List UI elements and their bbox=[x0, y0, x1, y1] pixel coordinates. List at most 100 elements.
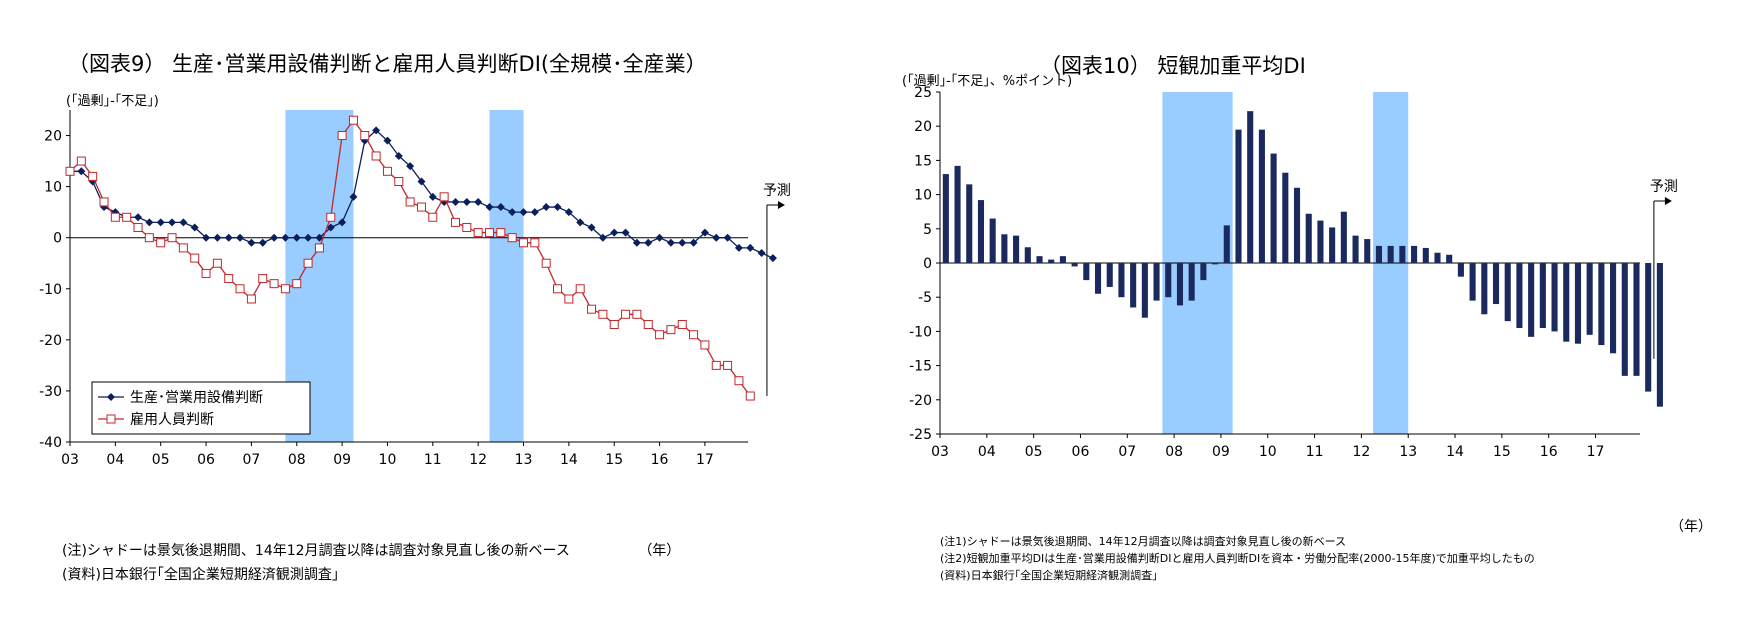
left-x-tick-label: 07 bbox=[242, 452, 260, 468]
left-point-1 bbox=[689, 238, 698, 247]
right-x-tick-label: 03 bbox=[931, 444, 949, 460]
left-point-1 bbox=[462, 197, 471, 206]
left-y-tick-label: 0 bbox=[53, 231, 62, 247]
left-point-2 bbox=[224, 274, 234, 284]
left-x-tick-label: 04 bbox=[106, 452, 124, 468]
left-point-1 bbox=[179, 218, 188, 227]
right-bar bbox=[1188, 263, 1195, 301]
left-point-2 bbox=[677, 320, 687, 330]
left-point-2 bbox=[190, 253, 200, 263]
left-y-tick-label: 20 bbox=[44, 129, 62, 145]
left-legend-label-2: 雇用人員判断 bbox=[130, 411, 214, 428]
left-point-1 bbox=[542, 203, 551, 212]
left-point-2 bbox=[745, 391, 755, 401]
legend-diamond-icon bbox=[107, 393, 115, 401]
left-point-2 bbox=[99, 197, 109, 207]
left-x-tick-label: 03 bbox=[61, 452, 79, 468]
right-bar bbox=[1446, 254, 1453, 263]
left-point-2 bbox=[382, 166, 392, 176]
right-bar bbox=[1083, 263, 1090, 281]
left-point-2 bbox=[587, 304, 597, 314]
left-point-1 bbox=[553, 203, 562, 212]
right-bar bbox=[1270, 153, 1277, 263]
left-point-1 bbox=[394, 151, 403, 160]
left-point-2 bbox=[575, 284, 585, 294]
left-point-2 bbox=[269, 279, 279, 289]
right-y-tick-label: -25 bbox=[909, 427, 932, 443]
left-point-2 bbox=[428, 212, 438, 222]
left-point-1 bbox=[700, 228, 709, 237]
left-point-2 bbox=[564, 294, 574, 304]
left-x-tick-label: 17 bbox=[696, 452, 714, 468]
right-bar bbox=[989, 218, 996, 263]
left-point-2 bbox=[553, 284, 563, 294]
right-bar bbox=[1013, 235, 1020, 263]
legend-square-icon bbox=[106, 414, 116, 424]
left-point-2 bbox=[394, 177, 404, 187]
left-point-1 bbox=[496, 203, 505, 212]
right-bar bbox=[1399, 245, 1406, 263]
left-point-1 bbox=[712, 233, 721, 242]
right-bar bbox=[1598, 263, 1605, 346]
left-point-2 bbox=[133, 222, 143, 232]
right-bar bbox=[1656, 263, 1663, 407]
right-bar bbox=[1586, 263, 1593, 335]
left-point-1 bbox=[417, 177, 426, 186]
right-x-tick-label: 12 bbox=[1352, 444, 1370, 460]
left-x-tick-label: 06 bbox=[197, 452, 215, 468]
left-point-1 bbox=[474, 197, 483, 206]
left-point-1 bbox=[190, 223, 199, 232]
left-point-2 bbox=[473, 228, 483, 238]
left-point-2 bbox=[201, 268, 211, 278]
left-point-1 bbox=[610, 228, 619, 237]
right-x-tick-label: 09 bbox=[1212, 444, 1230, 460]
right-forecast-label: 予測 bbox=[1650, 179, 1678, 195]
right-bar bbox=[1539, 263, 1546, 328]
right-bar bbox=[1469, 263, 1476, 301]
left-point-1 bbox=[485, 203, 494, 212]
right-x-tick-label: 15 bbox=[1493, 444, 1511, 460]
right-bar bbox=[942, 174, 949, 263]
left-legend-label-1: 生産･営業用設備判断 bbox=[130, 390, 263, 406]
left-point-1 bbox=[202, 233, 211, 242]
left-x-tick-label: 10 bbox=[379, 452, 397, 468]
right-bar bbox=[1001, 234, 1008, 263]
left-x-tick-label: 16 bbox=[651, 452, 669, 468]
right-bar bbox=[1212, 263, 1219, 265]
left-point-1 bbox=[383, 136, 392, 145]
right-y-tick-label: -10 bbox=[909, 324, 932, 340]
left-point-2 bbox=[689, 330, 699, 340]
right-x-tick-label: 05 bbox=[1025, 444, 1043, 460]
left-point-1 bbox=[292, 233, 301, 242]
right-x-tick-label: 13 bbox=[1399, 444, 1417, 460]
left-point-1 bbox=[508, 208, 517, 217]
left-point-1 bbox=[168, 218, 177, 227]
right-bar bbox=[1434, 252, 1441, 263]
left-x-tick-label: 15 bbox=[605, 452, 623, 468]
right-bar bbox=[1610, 263, 1617, 354]
left-point-2 bbox=[122, 212, 132, 222]
left-x-tick-label: 09 bbox=[333, 452, 351, 468]
left-point-1 bbox=[598, 233, 607, 242]
right-bar bbox=[1106, 263, 1113, 287]
left-point-2 bbox=[734, 376, 744, 386]
right-chart-note-2: (注2)短観加重平均DIは生産･営業用設備判断DIと雇用人員判断DIを資本・労働… bbox=[940, 552, 1535, 565]
left-point-2 bbox=[337, 131, 347, 141]
right-chart-title: （図表10） 短観加重平均DI bbox=[1040, 54, 1306, 78]
right-y-tick-label: 10 bbox=[914, 188, 932, 204]
left-point-2 bbox=[530, 238, 540, 248]
right-bar bbox=[1645, 263, 1652, 392]
right-bar bbox=[1574, 263, 1582, 344]
right-chart-unit-label: (｢過剰｣-｢不足｣、%ポイント) bbox=[902, 74, 1073, 89]
left-point-2 bbox=[76, 156, 86, 166]
left-point-2 bbox=[643, 320, 653, 330]
left-point-2 bbox=[258, 274, 268, 284]
right-x-tick-label: 10 bbox=[1259, 444, 1277, 460]
left-point-2 bbox=[156, 238, 166, 248]
left-point-1 bbox=[258, 238, 267, 247]
left-chart-year-label: （年） bbox=[638, 543, 681, 559]
right-x-tick-label: 16 bbox=[1540, 444, 1558, 460]
left-x-tick-label: 14 bbox=[560, 452, 578, 468]
right-bar bbox=[1176, 263, 1184, 306]
